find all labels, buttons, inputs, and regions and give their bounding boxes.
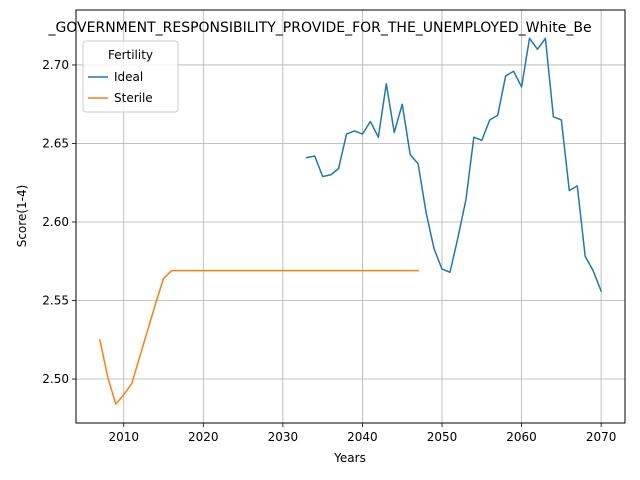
y-tick-label: 2.50 [42,372,69,386]
series-layer [98,37,603,405]
y-tick-label: 2.65 [42,136,69,150]
legend-label-sterile: Sterile [114,91,153,105]
plot-frame [75,9,626,424]
legend-box [82,40,179,113]
series-line-ideal [305,37,603,293]
x-tick-label: 2060 [506,430,537,444]
y-tick-label: 2.70 [42,58,69,72]
x-tick-label: 2010 [108,430,139,444]
legend-title: Fertility [108,48,153,62]
x-tick-label: 2030 [268,430,299,444]
x-axis-ticks: 2010 2020 2030 2040 2050 2060 2070 [108,423,616,444]
legend-label-ideal: Ideal [114,70,143,84]
chart-title: _GOVERNMENT_RESPONSIBILITY_PROVIDE_FOR_T… [47,20,591,36]
x-tick-label: 2020 [188,430,219,444]
series-line-sterile [98,269,419,405]
x-tick-label: 2040 [347,430,378,444]
grid-lines [76,10,625,423]
y-axis-ticks: 2.50 2.55 2.60 2.65 2.70 [42,58,76,386]
x-axis-label: Years [333,451,366,465]
y-tick-label: 2.55 [42,294,69,308]
legend: Fertility Ideal Sterile [82,40,179,113]
x-tick-label: 2070 [586,430,617,444]
y-tick-label: 2.60 [42,215,69,229]
x-tick-label: 2050 [427,430,458,444]
y-axis-label: Score(1-4) [15,185,29,248]
